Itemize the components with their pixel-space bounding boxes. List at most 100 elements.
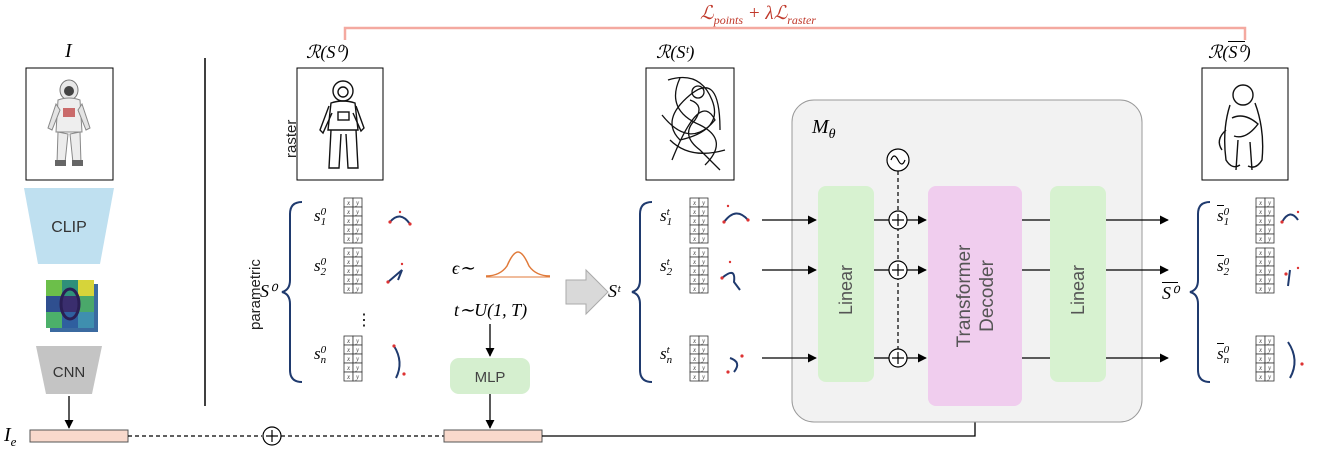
svg-text:y: y: [1267, 249, 1272, 257]
svg-text:x: x: [1258, 208, 1263, 216]
svg-text:x: x: [346, 249, 351, 257]
svg-text:x: x: [346, 235, 351, 243]
svg-text:y: y: [701, 199, 706, 207]
svg-text:y: y: [701, 337, 706, 345]
svg-text:y: y: [701, 285, 706, 293]
astronaut-sketch: [319, 80, 365, 169]
raster-s0-frame: [296, 67, 384, 181]
model-label: Mθ: [812, 116, 836, 142]
linear-block-in: [818, 186, 874, 382]
render-s0hat-label: ℛ(S⁰): [1208, 41, 1251, 62]
feature-map-image: [46, 280, 98, 332]
svg-text:y: y: [355, 355, 360, 363]
svg-text:y: y: [355, 249, 360, 257]
point-matrix-s0-2: x yx yx yx yx y: [343, 247, 363, 294]
st-set-label: Sᵗ: [608, 281, 621, 301]
svg-text:y: y: [355, 217, 360, 225]
point-matrices: x yx yx yx yx yx yx yx yx yx yx yx yx yx yx yx yx yx yx yx y…: [343, 197, 1275, 382]
svg-text:x: x: [346, 217, 351, 225]
svg-text:y: y: [355, 258, 360, 266]
svg-text:x: x: [1258, 249, 1263, 257]
point-matrix-st-3: x yx yx yx yx y: [689, 335, 709, 382]
raster-s0hat-frame: [1201, 67, 1289, 181]
mlp-label: MLP: [475, 369, 506, 386]
image-embedding-bar: [29, 429, 129, 443]
svg-text:y: y: [1267, 199, 1272, 207]
svg-text:y: y: [701, 373, 706, 381]
point-matrix-st-2: x yx yx yx yx y: [689, 247, 709, 294]
svg-text:x: x: [692, 249, 697, 257]
svg-text:y: y: [355, 276, 360, 284]
svg-text:y: y: [1267, 267, 1272, 275]
svg-text:x: x: [692, 208, 697, 216]
svg-text:y: y: [1267, 285, 1272, 293]
ellipsis: ⋮: [356, 312, 372, 329]
svg-text:y: y: [1267, 226, 1272, 234]
point-matrix-s0hat-1: x yx yx yx yx y: [1255, 197, 1275, 244]
svg-text:x: x: [346, 285, 351, 293]
svg-text:x: x: [346, 276, 351, 284]
brace-s0: [281, 201, 303, 383]
time-embedding-bar: [443, 429, 543, 443]
cnn-encoder-shape: [36, 346, 102, 394]
svg-text:x: x: [1258, 226, 1263, 234]
svg-text:x: x: [346, 267, 351, 275]
brace-st: [631, 201, 653, 383]
s0hat-set-label: S⁰: [1162, 282, 1179, 303]
svg-text:y: y: [355, 267, 360, 275]
svg-text:x: x: [1258, 199, 1263, 207]
svg-text:x: x: [692, 199, 697, 207]
svg-text:x: x: [346, 208, 351, 216]
svg-text:y: y: [701, 217, 706, 225]
svg-text:x: x: [346, 364, 351, 372]
input-image-label: I: [65, 40, 72, 62]
svg-text:y: y: [1267, 346, 1272, 354]
image-embedding-label: Ie: [4, 424, 17, 449]
svg-text:x: x: [1258, 355, 1263, 363]
parametric-label: parametric: [247, 259, 264, 330]
point-matrix-s0-1: x yx yx yx yx y: [343, 197, 363, 244]
noising-arrow: [565, 268, 609, 316]
svg-text:y: y: [701, 249, 706, 257]
loss-formula: ℒpoints + λℒraster: [700, 3, 816, 27]
svg-text:x: x: [1258, 285, 1263, 293]
svg-text:x: x: [1258, 364, 1263, 372]
svg-text:x: x: [1258, 258, 1263, 266]
svg-text:x: x: [692, 346, 697, 354]
transformer-label-2: Decoder: [977, 259, 998, 331]
svg-text:y: y: [1267, 258, 1272, 266]
svg-text:x: x: [692, 226, 697, 234]
svg-text:x: x: [692, 364, 697, 372]
point-matrix-st-1: x yx yx yx yx y: [689, 197, 709, 244]
mlp-block: [450, 358, 530, 394]
svg-text:y: y: [1267, 276, 1272, 284]
denoised-sketch: [1218, 84, 1264, 171]
row-arrows: [762, 215, 1169, 363]
svg-text:y: y: [701, 346, 706, 354]
svg-text:x: x: [692, 355, 697, 363]
svg-text:x: x: [346, 199, 351, 207]
linear-block-out: [1050, 186, 1106, 382]
svg-text:x: x: [1258, 217, 1263, 225]
svg-text:x: x: [692, 373, 697, 381]
svg-text:x: x: [346, 258, 351, 266]
astronaut-photo: [47, 79, 91, 166]
svg-text:x: x: [692, 337, 697, 345]
svg-text:y: y: [355, 337, 360, 345]
svg-text:y: y: [701, 355, 706, 363]
svg-text:y: y: [355, 373, 360, 381]
loss-bracket: [343, 26, 1247, 40]
stroke-glyphs: [386, 204, 1304, 379]
svg-text:x: x: [692, 267, 697, 275]
svg-text:y: y: [355, 199, 360, 207]
transformer-block: [928, 186, 1022, 406]
svg-text:x: x: [692, 285, 697, 293]
